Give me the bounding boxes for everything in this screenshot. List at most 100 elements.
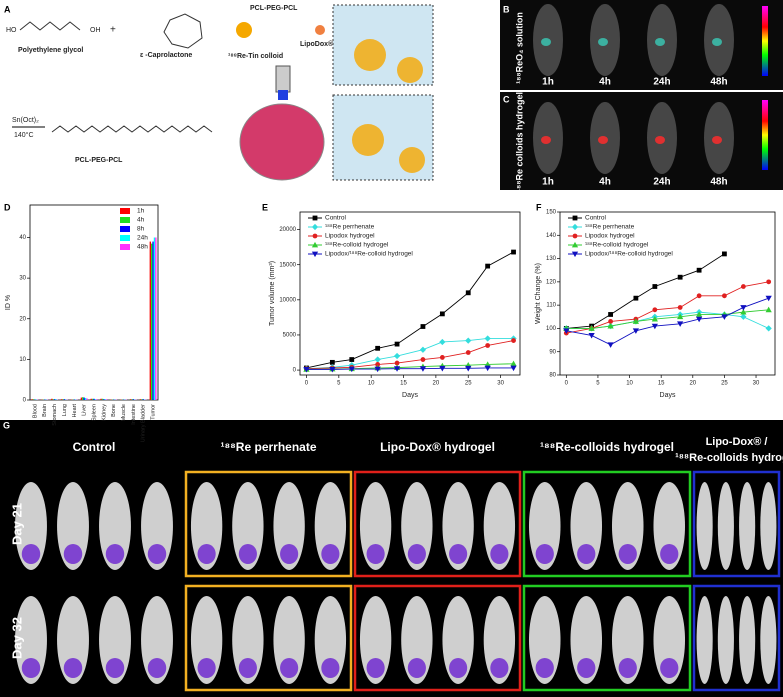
hotspot xyxy=(541,38,551,46)
bar xyxy=(51,398,53,400)
particle xyxy=(397,57,423,83)
bar xyxy=(153,237,156,400)
mouse xyxy=(141,596,173,684)
marker xyxy=(439,311,445,317)
y-axis-label: Weight Change (%) xyxy=(535,263,542,324)
marker xyxy=(394,341,400,347)
group-frame xyxy=(184,470,353,578)
mouse xyxy=(611,596,644,684)
marker xyxy=(571,241,579,248)
signal xyxy=(63,544,83,564)
legend-label: Lipodox hydrogel xyxy=(325,233,375,240)
x-tick-label: 15 xyxy=(400,381,407,387)
x-tick-label: Lung xyxy=(62,404,68,416)
mouse xyxy=(57,482,89,570)
marker xyxy=(632,328,640,334)
marker xyxy=(420,324,426,329)
temperature: 140°C xyxy=(14,131,34,139)
signal xyxy=(449,658,468,678)
panel-letter: E xyxy=(262,202,268,212)
x-tick-label: 5 xyxy=(596,381,600,387)
bar xyxy=(100,398,102,400)
colloid-icon xyxy=(236,22,252,38)
x-tick-label: Intestine xyxy=(131,404,137,425)
mouse xyxy=(15,482,47,570)
bioluminescence-panel xyxy=(0,420,783,697)
panel-letter: A xyxy=(4,4,11,14)
marker xyxy=(465,350,471,355)
signal xyxy=(490,544,509,564)
signal xyxy=(407,658,426,678)
mouse xyxy=(653,596,686,684)
series-line xyxy=(306,340,514,370)
mouse xyxy=(570,596,603,684)
caprolactone-label: ε -Caprolactone xyxy=(140,52,192,59)
time-label: 1h xyxy=(542,177,554,188)
x-tick-label: 15 xyxy=(658,381,665,387)
marker xyxy=(439,355,445,360)
mouse xyxy=(739,596,756,684)
mouse xyxy=(717,482,734,570)
marker xyxy=(394,360,400,366)
row-label: ¹⁸⁸ReO₄ solution xyxy=(514,12,524,84)
mouse xyxy=(739,482,756,570)
bar xyxy=(32,399,35,400)
marker xyxy=(677,305,683,310)
x-tick-label: Bone xyxy=(111,404,117,417)
color-scale xyxy=(762,6,768,76)
group-label: Control xyxy=(73,440,116,454)
marker xyxy=(484,361,491,367)
legend-label: ¹⁸⁸Re perrhenate xyxy=(585,224,635,231)
mouse xyxy=(570,482,603,570)
mouse xyxy=(314,482,347,570)
bar xyxy=(84,397,87,400)
mouse xyxy=(273,596,305,684)
marker xyxy=(722,293,727,299)
bar xyxy=(149,241,152,400)
bar xyxy=(155,237,157,400)
row-label: Day 32 xyxy=(9,617,24,659)
bar xyxy=(83,397,85,400)
hotspot xyxy=(712,136,722,144)
bar xyxy=(90,398,92,400)
mouse xyxy=(401,596,433,684)
signal xyxy=(618,544,637,564)
marker xyxy=(510,360,517,367)
panel-letter: D xyxy=(4,202,11,212)
signal xyxy=(197,658,216,678)
mouse xyxy=(483,596,516,684)
marker xyxy=(651,315,658,322)
row-label: Day 21 xyxy=(9,503,24,545)
x-tick-label: Muscle xyxy=(121,404,127,421)
mouse xyxy=(442,596,474,684)
mouse xyxy=(760,482,777,570)
x-tick-label: Kidney xyxy=(101,404,107,421)
bar xyxy=(139,399,142,400)
y-axis-label: ID % xyxy=(5,295,12,310)
y-tick-label: 10 xyxy=(19,357,26,363)
legend-swatch xyxy=(120,244,130,250)
legend-label: 24h xyxy=(137,235,148,242)
x-tick-label: 30 xyxy=(753,381,760,387)
bar xyxy=(103,399,105,400)
mouse xyxy=(57,596,89,684)
mouse xyxy=(273,482,305,570)
marker xyxy=(484,335,491,342)
marker xyxy=(740,309,747,315)
legend-label: Control xyxy=(585,215,607,222)
legend-label: Lipodox/¹⁸⁸Re-colloid hydrogel xyxy=(325,251,413,258)
x-tick-label: Tumor xyxy=(151,404,157,420)
marker xyxy=(465,290,471,296)
marker xyxy=(393,366,401,372)
hotspot xyxy=(712,38,722,46)
mouse xyxy=(696,482,713,570)
marker xyxy=(652,284,658,289)
marker xyxy=(329,359,335,365)
mouse xyxy=(760,596,777,684)
bar xyxy=(105,399,108,400)
marker xyxy=(563,328,570,334)
color-scale xyxy=(762,100,768,170)
plus: + xyxy=(110,25,116,36)
product-label: PCL-PEG-PCL xyxy=(75,157,123,164)
mouse xyxy=(359,596,392,684)
